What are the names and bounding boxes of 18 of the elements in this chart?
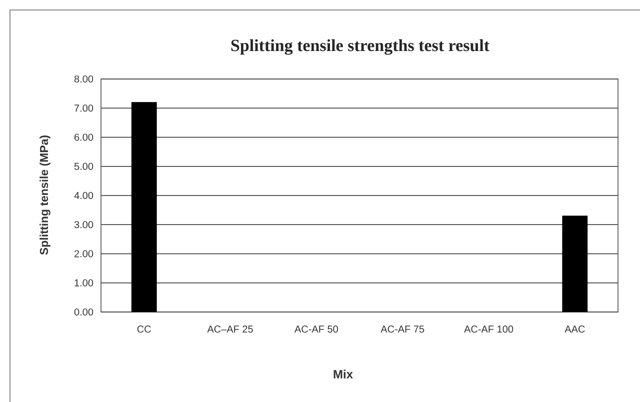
y-tick-label: 6.00: [74, 134, 94, 141]
x-tick-label: AC-AF 75: [380, 326, 424, 333]
x-tick-label: CC: [137, 326, 151, 333]
y-axis-title: Splitting tensile (MPa): [40, 136, 50, 255]
y-tick-label: 4.00: [74, 192, 94, 200]
x-tick-label: AAC: [564, 326, 585, 333]
y-tick-label: 2.00: [74, 250, 94, 258]
chart-title: Splitting tensile strengths test result: [231, 39, 490, 55]
x-tick-label: AC-AF 50: [294, 326, 338, 333]
x-tick-label: AC-AF 100: [464, 326, 514, 333]
y-tick-label: 5.00: [74, 162, 94, 170]
y-tick-label: 8.00: [74, 75, 94, 83]
y-tick-label: 0.00: [74, 308, 94, 316]
y-tick-label: 7.00: [74, 104, 94, 112]
x-tick-label: AC–AF 25: [207, 326, 253, 333]
y-tick-label: 1.00: [74, 279, 94, 286]
x-axis-title: Mix: [334, 370, 353, 378]
y-tick-label: 3.00: [74, 221, 94, 228]
